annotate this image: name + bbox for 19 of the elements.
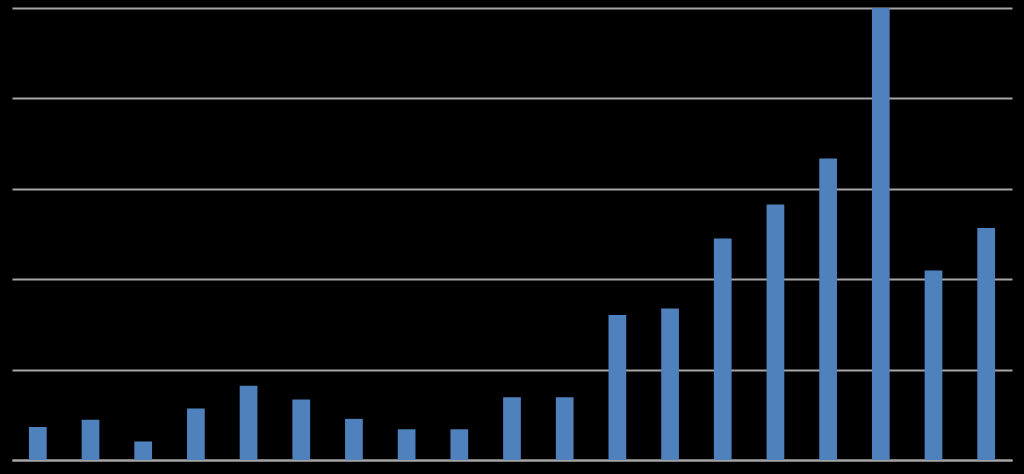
bar	[713, 238, 732, 460]
bar	[871, 8, 890, 460]
bar	[239, 385, 258, 460]
bar	[81, 419, 100, 460]
bar	[766, 204, 785, 460]
bar	[661, 308, 679, 460]
bar	[819, 158, 837, 460]
bar	[450, 429, 469, 460]
bar	[187, 408, 205, 460]
bar	[345, 418, 363, 460]
bar	[608, 314, 627, 460]
bar	[555, 397, 574, 460]
bar	[134, 441, 153, 460]
bar	[924, 270, 943, 460]
bar	[503, 397, 521, 460]
bar	[292, 399, 311, 460]
bar	[977, 228, 996, 460]
bar	[397, 429, 416, 460]
bar	[28, 427, 47, 460]
